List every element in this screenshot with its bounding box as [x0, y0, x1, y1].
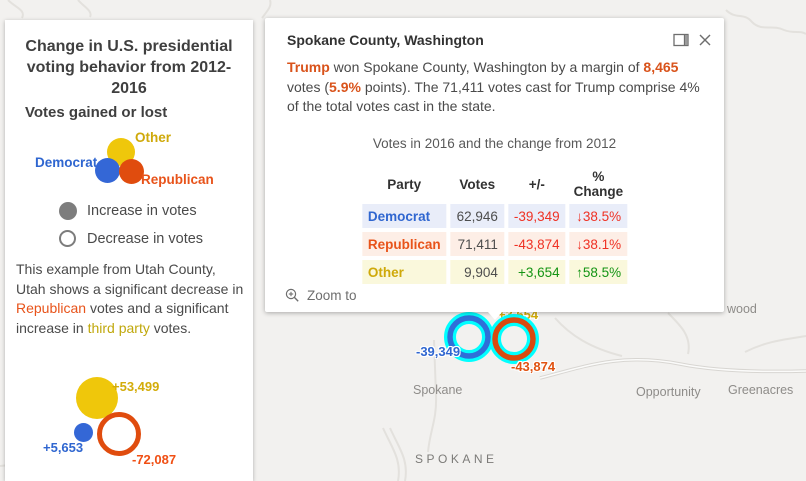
popup-title: Spokane County, Washington [287, 32, 484, 48]
table-header-row: Party Votes +/- % Change [362, 168, 627, 200]
example-label-other: +53,499 [112, 379, 160, 394]
table-row-republican: Republican 71,411 -43,874 ↓38.1% [361, 232, 628, 256]
decrease-symbol [59, 230, 76, 247]
cell-votes: 62,946 [450, 204, 504, 228]
cell-party: Democrat [361, 204, 447, 228]
cell-pct-change: ↓38.5% [569, 204, 628, 228]
map-label-spokane: Spokane [413, 383, 463, 397]
summary-text: votes ( [287, 78, 330, 95]
description-text: votes. [149, 319, 192, 336]
legend-label-other: Other [135, 130, 172, 145]
votes-table: Party Votes +/- % Change Democrat 62,946… [358, 164, 631, 288]
marker-label-republican-change: -43,874 [511, 359, 556, 374]
cell-pct-change: ↑58.5% [569, 260, 628, 284]
selected-markers-layer [444, 312, 539, 364]
table-row-other: Other 9,904 +3,654 ↑58.5% [361, 260, 628, 284]
zoom-to-button[interactable]: Zoom to [285, 288, 357, 303]
legend-label-republican: Republican [141, 172, 214, 187]
example-bubble-other [76, 377, 118, 419]
zoom-to-label: Zoom to [307, 288, 357, 303]
dock-icon [673, 33, 689, 46]
democrat-change-ring[interactable] [447, 315, 491, 359]
example-bubble-democrat [74, 423, 93, 442]
feature-popup: Spokane County, Washington Trump won Spo… [265, 18, 724, 320]
legend-description: This example from Utah County, Utah show… [16, 260, 246, 338]
table-caption: Votes in 2016 and the change from 2012 [372, 136, 617, 151]
cell-change: -39,349 [507, 204, 566, 228]
legend-title: Change in U.S. presidential voting behav… [25, 38, 233, 97]
legend-subtitle: Votes gained or lost [25, 104, 168, 121]
header-change: +/- [528, 176, 545, 192]
increase-label: Increase in votes [87, 203, 197, 219]
map-label-spokane-region: SPOKANE [415, 452, 498, 466]
header-votes: Votes [459, 176, 496, 192]
close-icon [699, 34, 711, 45]
example-label-democrat: +5,653 [43, 440, 84, 455]
description-text: votes and a significant increase in [16, 300, 229, 336]
legend-panel: Change in U.S. presidential voting behav… [5, 20, 253, 481]
summary-pct: 5.9% [329, 78, 361, 95]
map-label-millwood: wood [727, 302, 757, 316]
popup-summary: Trump won Spokane County, Washington by … [287, 58, 702, 117]
increase-symbol [59, 202, 77, 220]
table-row-democrat: Democrat 62,946 -39,349 ↓38.5% [361, 204, 628, 228]
republican-change-ring[interactable] [492, 317, 536, 361]
cell-party: Other [361, 260, 447, 284]
cell-pct-change: ↓38.1% [569, 232, 628, 256]
map-label-opportunity: Opportunity [636, 385, 701, 399]
description-text: This example from Utah County, Utah show… [16, 261, 244, 297]
summary-text: points). The 71,411 votes cast for Trump… [287, 78, 700, 115]
summary-text: won Spokane County, Washington by a marg… [329, 59, 644, 75]
decrease-label: Decrease in votes [87, 231, 204, 247]
marker-label-democrat-change: -39,349 [416, 344, 461, 359]
example-bubble-republican [97, 412, 141, 456]
dock-button[interactable] [672, 32, 690, 50]
summary-winner: Trump [287, 59, 330, 75]
legend-circle-democrat [95, 158, 120, 183]
cell-party: Republican [361, 232, 447, 256]
legend-label-democrat: Democrat [35, 155, 98, 170]
description-third-party: third party [87, 319, 150, 336]
summary-margin: 8,465 [643, 59, 679, 75]
cell-votes: 9,904 [450, 260, 504, 284]
header-pct-change: % Change [573, 169, 624, 199]
map-label-greenacres: Greenacres [728, 383, 794, 397]
cell-change: +3,654 [507, 260, 566, 284]
zoom-magnifier-icon [285, 288, 299, 302]
cell-votes: 71,411 [450, 232, 504, 256]
header-party: Party [387, 176, 422, 192]
close-button[interactable] [696, 32, 714, 50]
legend-circle-republican [119, 159, 144, 184]
description-republican: Republican [16, 300, 87, 316]
example-label-republican: -72,087 [132, 452, 177, 467]
popup-pointer [488, 312, 502, 320]
cell-change: -43,874 [507, 232, 566, 256]
